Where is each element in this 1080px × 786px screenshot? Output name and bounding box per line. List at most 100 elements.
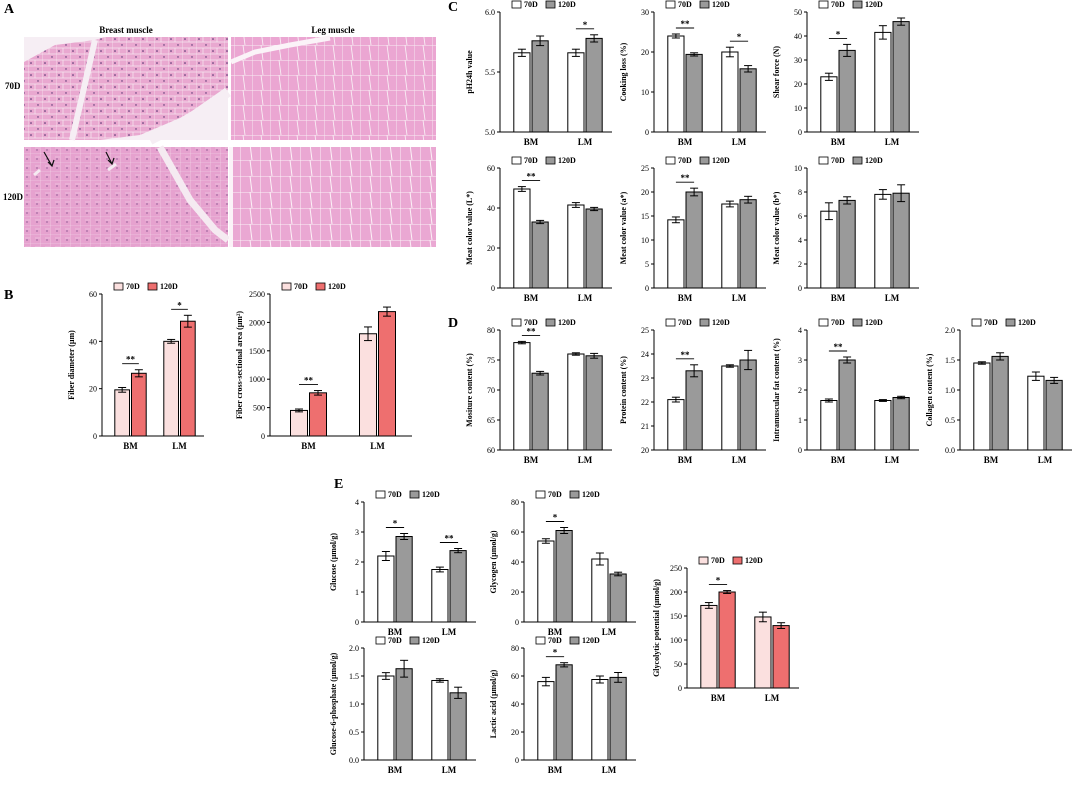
y-tick-label: 20	[641, 446, 649, 455]
legend-swatch-70d	[971, 318, 982, 327]
panel-label-a: A	[4, 2, 15, 17]
y-tick-label: 10	[794, 164, 802, 173]
bar-120d-bm	[309, 392, 327, 437]
y-tick-label: 21	[641, 422, 649, 431]
y-tick-label: 2	[355, 558, 359, 567]
y-axis-label: Glycolytic potential (μmol/g)	[652, 579, 661, 677]
bar-70d-lm	[874, 193, 892, 289]
histology-image-breast-70d	[24, 37, 231, 145]
bar-120d-lm	[378, 311, 396, 437]
bar-120d-lm	[739, 199, 757, 289]
y-axis-label: Lactic acid (μmol/g)	[489, 669, 498, 738]
bar-120d-bm	[838, 359, 856, 451]
y-tick-label: 60	[487, 164, 495, 173]
y-tick-label: 10	[641, 88, 649, 97]
x-tick-label-lm: LM	[602, 627, 617, 637]
y-tick-label: 22	[641, 398, 649, 407]
legend-swatch-120d	[569, 490, 580, 499]
y-tick-label: 60	[511, 672, 519, 681]
y-tick-label: 3	[798, 356, 802, 365]
significance-label: *	[177, 300, 182, 310]
legend-label-120d: 120D	[328, 282, 346, 291]
bar-120d-lm	[1045, 379, 1063, 451]
y-tick-label: 1.0	[349, 700, 359, 709]
y-tick-label: 1	[798, 416, 802, 425]
y-tick-label: 150	[670, 612, 682, 621]
legend-label-120d: 120D	[422, 490, 440, 499]
legend-swatch-120d	[732, 556, 743, 565]
y-axis-label: Cooking loss (%)	[619, 42, 628, 101]
bar-120d-lm	[892, 397, 910, 451]
significance-label: **	[304, 376, 314, 386]
x-tick-label-bm: BM	[984, 455, 999, 465]
bar-70d-lm	[431, 569, 449, 623]
y-tick-label: 20	[487, 244, 495, 253]
y-axis-label: Shear force (N)	[772, 46, 781, 98]
bar-120d-bm	[555, 664, 573, 761]
bar-70d-lm	[591, 558, 609, 623]
legend-label-120d: 120D	[1018, 318, 1036, 327]
y-tick-label: 30	[641, 8, 649, 17]
y-tick-label: 20	[89, 385, 97, 394]
x-tick-label-lm: LM	[442, 765, 457, 775]
x-tick-label-lm: LM	[732, 137, 747, 147]
chart-fiber-cross-sectional-area: Fiber cross-sectional area (μm²) 0 500 1000…	[235, 282, 412, 451]
chart-lactic-acid: Lactic acid (μmol/g) 0 20 40 60 80 70D 120D * BM L…	[489, 636, 636, 775]
legend-swatch-70d	[665, 0, 676, 9]
histology-row-label-70d: 70D	[5, 81, 21, 91]
y-tick-label: 4	[798, 236, 802, 245]
legend-label-120d: 120D	[745, 556, 763, 565]
legend-swatch-70d	[511, 318, 522, 327]
bar-120d-bm	[395, 536, 413, 623]
chart-color-a: Meat color value (a*) 0 5 10 15 20 25 70D 120D **…	[619, 156, 766, 303]
legend-swatch-120d	[699, 156, 710, 165]
bar-120d-lm	[892, 21, 910, 133]
significance-label: **	[681, 173, 691, 183]
bar-120d-bm	[555, 530, 573, 623]
bar-120d-lm	[585, 37, 603, 133]
significance-label: *	[393, 519, 398, 529]
panel-label-e: E	[334, 477, 344, 492]
legend-label-120d: 120D	[712, 318, 730, 327]
x-tick-label-bm: BM	[524, 137, 539, 147]
bar-70d-bm	[377, 555, 395, 623]
bar-70d-bm	[513, 52, 531, 133]
legend-label-70d: 70D	[388, 490, 402, 499]
y-tick-label: 6.0	[485, 8, 495, 17]
legend-swatch-120d	[569, 636, 580, 645]
y-axis-label: Intramuscular fat content (%)	[772, 338, 781, 442]
y-tick-label: 80	[487, 326, 495, 335]
y-tick-label: 5.5	[485, 68, 495, 77]
bar-70d-bm	[513, 188, 531, 289]
y-tick-label: 0	[645, 284, 649, 293]
legend-label-120d: 120D	[865, 156, 883, 165]
bar-70d-lm	[567, 52, 585, 133]
chart-cooking-loss: Cooking loss (%) 0 10 20 30 70D 120D ** BM * LM	[619, 0, 766, 147]
y-tick-label: 0	[798, 446, 802, 455]
bar-120d-lm	[585, 208, 603, 289]
chart-glycogen: Glycogen (μmol/g) 0 20 40 60 80 70D 120D * BM LM	[489, 490, 636, 637]
y-tick-label: 500	[253, 404, 265, 413]
legend-label-70d: 70D	[294, 282, 308, 291]
legend-label-70d: 70D	[548, 636, 562, 645]
bar-70d-bm	[667, 219, 685, 289]
bar-120d-bm	[531, 40, 549, 133]
bar-70d-bm	[820, 400, 838, 451]
y-axis-label: Mositure content (%)	[465, 353, 474, 427]
x-tick-label-lm: LM	[732, 293, 747, 303]
y-tick-label: 20	[511, 728, 519, 737]
legend-swatch-70d	[281, 282, 292, 291]
x-tick-label-bm: BM	[123, 441, 138, 451]
bar-120d-bm	[531, 221, 549, 289]
bar-70d-bm	[667, 399, 685, 451]
y-tick-label: 20	[641, 48, 649, 57]
x-tick-label-bm: BM	[831, 137, 846, 147]
y-axis-label: Meat color value (a*)	[619, 191, 628, 264]
histology-row-label-120d: 120D	[3, 192, 24, 202]
y-axis-label: Glycogen (μmol/g)	[489, 530, 498, 593]
bar-70d-lm	[567, 353, 585, 451]
histology-image-leg-70d	[230, 35, 436, 140]
x-tick-label-bm: BM	[548, 765, 563, 775]
legend-label-70d: 70D	[678, 0, 692, 9]
y-axis-label: Meat color value (L*)	[465, 191, 474, 265]
